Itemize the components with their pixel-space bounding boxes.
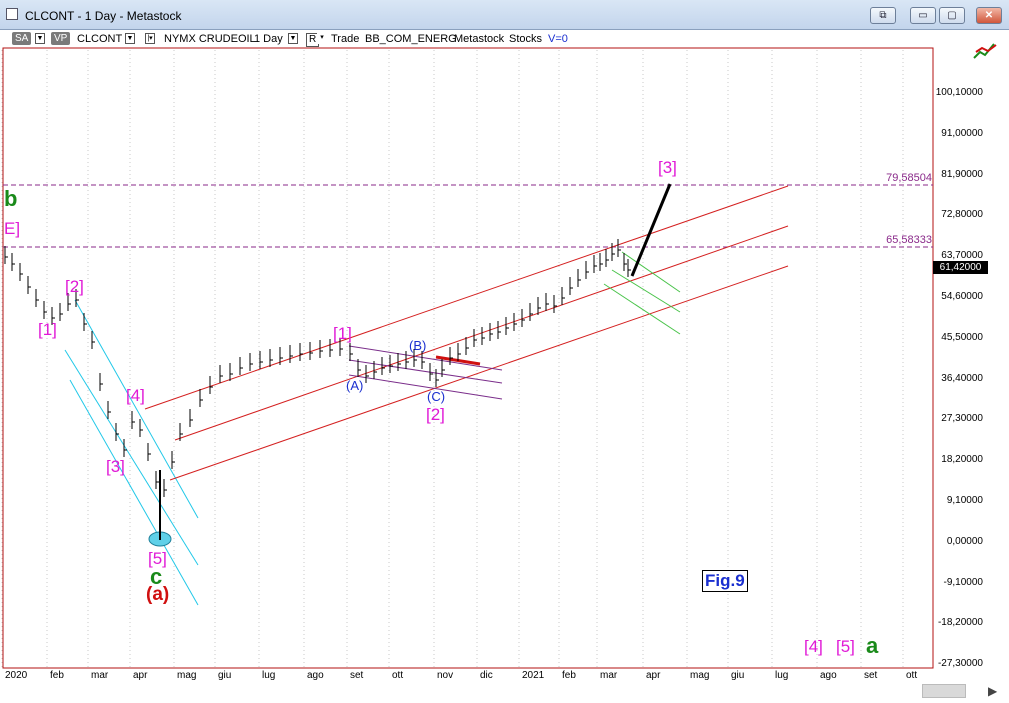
list-name-label: BB_COM_ENERG	[365, 33, 457, 45]
time-axis-tick: mag	[690, 670, 710, 681]
minimize-button[interactable]: ▭	[910, 7, 936, 24]
time-axis-tick: ago	[307, 670, 324, 681]
wave-label-1-mid: [1]	[333, 324, 352, 343]
chart-frame	[2, 47, 934, 669]
time-axis-tick: apr	[133, 670, 148, 681]
cyan-channel-upper	[74, 299, 199, 519]
current-price-box: 61,42000	[933, 261, 988, 274]
instrument-type-label: Stocks	[509, 33, 543, 45]
wave-label-a-mid: (A)	[346, 378, 364, 393]
time-axis-tick: 2021	[522, 670, 545, 681]
price-axis-tick: 9,10000	[946, 495, 983, 506]
time-axis-tick: mar	[91, 670, 109, 681]
horizontal-scroll-thumb[interactable]	[922, 684, 966, 698]
wave-label-a-future: a	[866, 633, 879, 658]
red-channel-upper	[144, 185, 789, 410]
sa-dropdown-icon[interactable]: ▼	[35, 33, 45, 44]
wave-label-b: b	[4, 186, 18, 211]
price-axis-tick: -9,10000	[943, 576, 983, 588]
exchange-label: NYMX CRUDEOIL	[164, 33, 256, 45]
wave-label-c-low: c	[150, 564, 163, 589]
time-axis-tick: set	[864, 670, 878, 681]
restore-icon[interactable]: ⧉	[870, 7, 896, 24]
wave-label-3-left: [3]	[106, 457, 125, 476]
upper-level-value: 79,58504	[886, 172, 932, 184]
wave-label-3-target: [3]	[658, 158, 677, 177]
price-axis-tick: 45,50000	[941, 331, 983, 343]
wave-label-e: E]	[4, 219, 21, 238]
wave-label-5-left: [5]	[148, 549, 167, 568]
volume-label: V=0	[548, 33, 568, 45]
wave-label-2-left: [2]	[65, 277, 84, 296]
security-icon[interactable]: |▾	[145, 33, 155, 44]
price-axis-tick: 100,10000	[935, 87, 983, 98]
sa-button[interactable]: SA	[12, 32, 32, 45]
wave-label-4-left: [4]	[126, 386, 145, 405]
scroll-right-icon[interactable]: ▶	[988, 684, 998, 698]
red-channel-lower	[169, 265, 789, 481]
price-axis-tick: 0,00000	[946, 535, 983, 547]
time-axis-tick: ott	[906, 670, 918, 681]
time-axis-tick: ott	[392, 670, 404, 681]
vp-button[interactable]: VP	[51, 32, 71, 45]
price-axis-tick: 36,40000	[941, 372, 983, 384]
time-axis-tick: mar	[600, 670, 618, 681]
chart-app-icon	[6, 8, 18, 20]
time-axis-tick: giu	[218, 670, 232, 681]
purple-channel-lower	[348, 374, 503, 400]
price-axis-tick: 72,80000	[941, 209, 983, 221]
green-channel-lower	[603, 283, 681, 335]
rate-dropdown-icon[interactable]: ▾	[317, 33, 327, 44]
symbol-label[interactable]: CLCONT	[77, 33, 123, 45]
price-bars	[4, 239, 631, 540]
maximize-button[interactable]: ▢	[939, 7, 965, 24]
window-title: CLCONT - 1 Day - Metastock	[25, 9, 182, 23]
time-axis-tick: nov	[437, 670, 454, 681]
time-axis-tick: mag	[177, 670, 197, 681]
price-axis-tick: 54,60000	[941, 291, 983, 302]
cyan-channel-mid	[64, 349, 199, 566]
interval-dropdown-icon[interactable]: ▼	[288, 33, 298, 44]
time-axis-tick: apr	[646, 670, 661, 681]
price-axis-tick: 63,70000	[941, 250, 983, 262]
wave-label-a-low: (a)	[146, 584, 170, 605]
price-axis-tick: -18,20000	[937, 617, 983, 629]
close-button[interactable]: ✕	[976, 7, 1002, 24]
figure-label: Fig.9	[702, 570, 748, 592]
wave-label-b-mid: (B)	[409, 338, 427, 353]
time-axis-tick: set	[350, 670, 364, 681]
price-axis-tick: 81,90000	[941, 168, 983, 180]
price-axis-tick: 27,30000	[941, 413, 983, 425]
wave-label-c-mid: (C)	[427, 389, 446, 404]
cyan-channel-lower	[69, 379, 199, 606]
price-axis-tick: 18,20000	[941, 454, 983, 466]
time-axis-tick: dic	[480, 670, 493, 681]
wave-label-5-future: [5]	[836, 637, 855, 656]
window-titlebar: CLCONT - 1 Day - Metastock ⧉ ▭ ▢ ✕	[0, 0, 1009, 30]
purple-channel-upper	[348, 345, 503, 371]
wave-label-1-left: [1]	[38, 320, 57, 339]
trade-label[interactable]: Trade	[331, 33, 360, 45]
time-axis-tick: feb	[562, 670, 576, 681]
time-axis-tick: ago	[820, 670, 837, 681]
symbol-dropdown-icon[interactable]: ▼	[125, 33, 135, 44]
wave-label-2-mid: [2]	[426, 405, 445, 424]
price-axis-tick: -27,30000	[937, 658, 983, 670]
time-axis-tick: giu	[731, 670, 745, 681]
green-channel-mid	[611, 269, 681, 313]
lower-level-value: 65,58333	[886, 234, 932, 246]
chart-toolbar: SA ▼ VP CLCONT ▼ |▾ NYMX CRUDEOIL 1 Day …	[0, 30, 1009, 48]
source-label: Metastock	[454, 33, 505, 45]
price-axis-tick: 91,00000	[941, 127, 983, 139]
time-axis-tick: lug	[262, 670, 276, 681]
time-axis-tick: feb	[50, 670, 64, 681]
time-axis-tick: lug	[775, 670, 789, 681]
wave-label-4-future: [4]	[804, 637, 823, 656]
time-axis-tick: 2020	[5, 670, 28, 681]
green-channel-upper	[621, 251, 681, 293]
wave3-projection-line	[630, 183, 672, 277]
chart-tools-icon[interactable]	[972, 40, 998, 62]
interval-label[interactable]: 1 Day	[254, 33, 283, 45]
